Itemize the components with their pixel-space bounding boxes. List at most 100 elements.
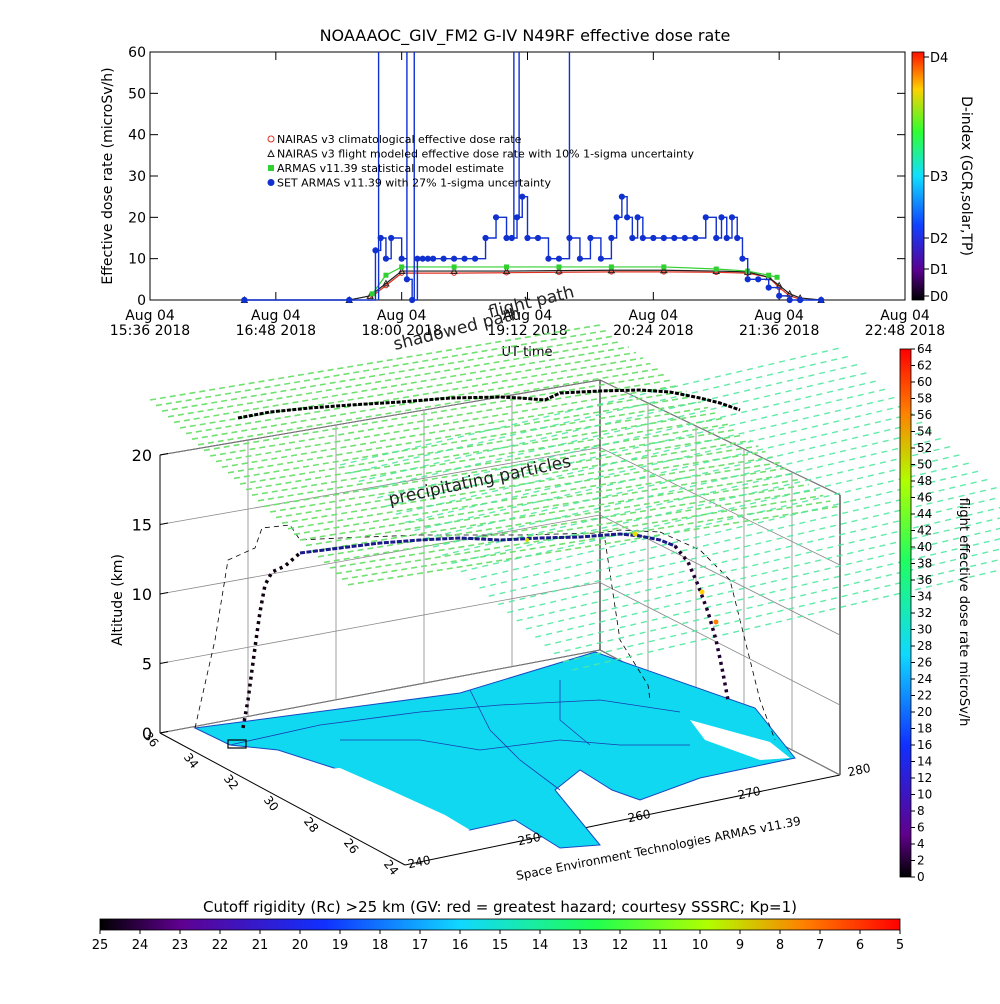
data-point — [556, 264, 561, 269]
grid-line — [160, 380, 600, 455]
data-point — [504, 235, 509, 240]
data-point — [504, 264, 509, 269]
d-index-tick-label: D4 — [930, 51, 948, 66]
data-point — [766, 273, 771, 278]
d-index-tick-label: D1 — [930, 263, 948, 278]
altitude-tick — [160, 523, 168, 525]
data-point — [798, 297, 803, 302]
rigidity-tick-label: 19 — [332, 938, 349, 953]
rigidity-tick-label: 6 — [856, 938, 864, 953]
chart-title: NOAAAOC_GIV_FM2 G-IV N49RF effective dos… — [320, 26, 731, 46]
data-point — [651, 235, 656, 240]
legend-entry: SET ARMAS v11.39 with 27% 1-sigma uncert… — [277, 177, 551, 190]
rigidity-tick-label: 24 — [132, 938, 149, 953]
d-index-label: D-index (GCR,solar,TP) — [958, 96, 974, 256]
rigidity-tick-label: 20 — [292, 938, 309, 953]
data-point — [682, 235, 687, 240]
data-point — [493, 215, 498, 220]
data-point — [756, 277, 761, 282]
particle-row — [342, 501, 830, 579]
legend-marker — [268, 136, 274, 142]
colorbar-tick-label: 10 — [917, 788, 932, 802]
data-point — [389, 235, 394, 240]
data-point — [719, 215, 724, 220]
data-point — [635, 215, 640, 220]
d-index-tick-label: D0 — [930, 290, 948, 305]
longitude-tick-label: 240 — [407, 853, 432, 871]
y-tick-label: 50 — [128, 86, 146, 102]
rigidity-tick-label: 5 — [896, 938, 904, 953]
data-point — [640, 235, 645, 240]
longitude-tick-label: 270 — [737, 784, 762, 802]
latitude-tick-label: 24 — [381, 857, 401, 878]
y-axis-label: Effective dose rate (microSv/h) — [100, 67, 116, 284]
data-point — [703, 215, 708, 220]
colorbar-tick-label: 18 — [917, 722, 932, 736]
ascent-track — [243, 553, 300, 728]
data-point — [693, 235, 698, 240]
rigidity-tick-label: 13 — [572, 938, 589, 953]
colorbar-tick-label: 62 — [917, 359, 932, 373]
rigidity-tick-label: 18 — [372, 938, 389, 953]
colorbar-tick-label: 6 — [917, 821, 925, 835]
data-point — [787, 297, 792, 302]
legend-marker — [268, 165, 274, 171]
data-point — [483, 235, 488, 240]
colorbar-tick-label: 40 — [917, 540, 932, 554]
data-point — [462, 256, 467, 261]
colorbar-tick-label: 30 — [917, 623, 932, 637]
data-point — [370, 291, 375, 296]
colorbar-tick-label: 14 — [917, 755, 932, 769]
y-tick-label: 0 — [137, 293, 146, 309]
data-point — [661, 235, 666, 240]
colorbar-tick-label: 48 — [917, 474, 932, 488]
data-point — [577, 256, 582, 261]
colorbar-tick-label: 16 — [917, 738, 932, 752]
colorbar-tick-label: 56 — [917, 408, 932, 422]
x-tick-label: Aug 04 — [125, 308, 175, 324]
colorbar-tick-label: 52 — [917, 441, 932, 455]
d-index-tick-label: D2 — [930, 232, 948, 247]
longitude-tick-label: 280 — [847, 761, 872, 779]
colorbar-tick-label: 60 — [917, 375, 932, 389]
series-line — [244, 197, 821, 300]
data-point — [819, 297, 824, 302]
cutoff-rigidity-map — [195, 652, 795, 848]
rigidity-tick-label: 16 — [452, 938, 469, 953]
d-index-tick-label: D3 — [930, 170, 948, 185]
altitude-tick-label: 20 — [132, 446, 152, 465]
data-point — [588, 235, 593, 240]
altitude-tick-label: 10 — [132, 585, 152, 604]
data-point — [425, 256, 430, 261]
rigidity-tick-label: 9 — [736, 938, 744, 953]
data-point — [415, 256, 420, 261]
y-tick-label: 30 — [128, 169, 146, 185]
data-point — [777, 293, 782, 298]
dose-rate-colorbar — [900, 349, 911, 877]
cutoff-rigidity-panel: Cutoff rigidity (Rc) >25 km (GV: red = g… — [92, 898, 904, 953]
legend-entry: NAIRAS v3 flight modeled effective dose … — [277, 148, 694, 161]
rigidity-tick-label: 23 — [172, 938, 189, 953]
dose-rate-colorbar-ticks: 0246810121416182022242628303234363840424… — [911, 342, 932, 884]
colorbar-tick-label: 58 — [917, 392, 932, 406]
rigidity-tick-label: 10 — [692, 938, 709, 953]
colorbar-tick-label: 24 — [917, 672, 932, 686]
colorbar-tick-label: 4 — [917, 837, 925, 851]
rigidity-tick-label: 17 — [412, 938, 429, 953]
track-dot-yellow — [700, 590, 705, 595]
cutoff-rigidity-title: Cutoff rigidity (Rc) >25 km (GV: red = g… — [203, 898, 797, 916]
data-point — [441, 256, 446, 261]
x-tick-label: 16:48 2018 — [236, 323, 316, 339]
colorbar-tick-label: 38 — [917, 557, 932, 571]
colorbar-tick-label: 64 — [917, 342, 932, 356]
x-tick-label: Aug 04 — [251, 308, 301, 324]
rigidity-tick-label: 14 — [532, 938, 549, 953]
legend-entry: ARMAS v11.39 statistical model estimate — [277, 162, 504, 175]
altitude-tick — [160, 662, 168, 664]
data-point — [383, 256, 388, 261]
track-dot-orange — [714, 620, 719, 625]
